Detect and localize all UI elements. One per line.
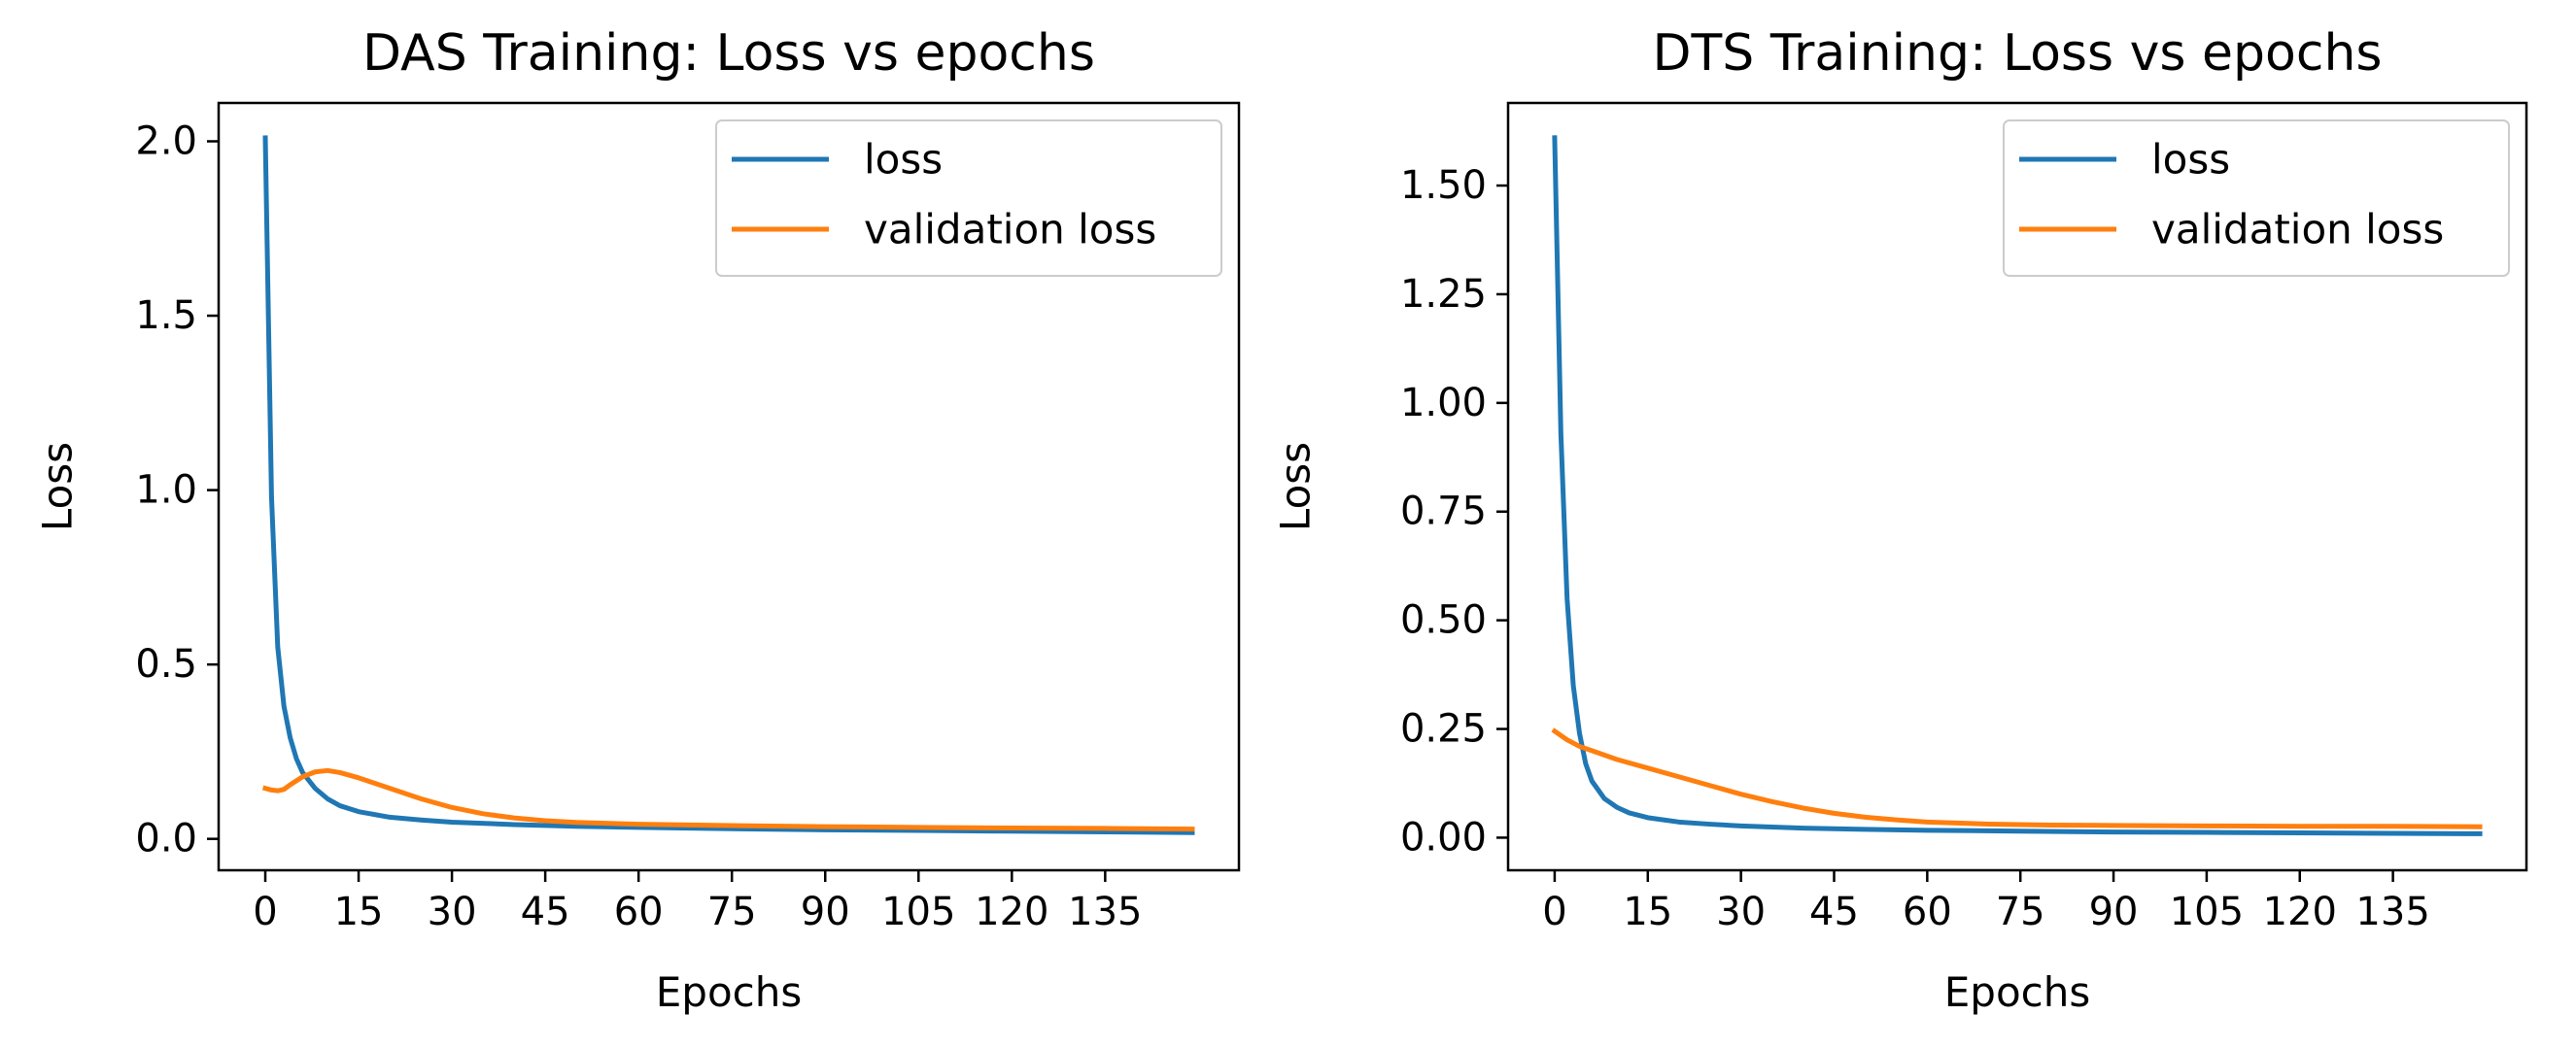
chart-dts: DTS Training: Loss vs epochs Epochs Loss…: [1272, 24, 2528, 1016]
y-tick-label: 0.5: [135, 642, 197, 687]
x-tick-label: 105: [2170, 890, 2244, 934]
x-tick-label: 135: [1068, 890, 1142, 934]
x-tick-label: 15: [1623, 890, 1672, 934]
legend-label-validation-loss: validation loss: [2151, 206, 2444, 254]
ticks: 0 15 30 45 60 75 90 105 120 135 0.0 0.5 1.0 1.5 2.0: [135, 119, 1142, 935]
x-axis-label: Epochs: [656, 968, 803, 1016]
x-tick-label: 45: [1809, 890, 1859, 934]
legend-box: [715, 119, 1222, 277]
series-line-loss: [1552, 135, 2483, 836]
y-tick-label: 1.0: [135, 468, 197, 513]
y-axis-label: Loss: [1272, 442, 1320, 531]
x-tick-label: 0: [253, 890, 277, 934]
axes-frame: [1506, 101, 2528, 872]
series-line-validation-loss: [261, 767, 1195, 832]
y-tick-label: 0.0: [135, 817, 197, 862]
y-tick-label: 0.75: [1400, 490, 1487, 534]
legend: loss validation loss: [715, 119, 1222, 277]
legend: loss validation loss: [2003, 119, 2510, 277]
x-tick-label: 15: [334, 890, 384, 934]
x-tick-label: 30: [428, 890, 477, 934]
y-tick-label: 1.5: [135, 293, 197, 338]
x-tick-label: 90: [2089, 890, 2139, 934]
chart-title: DTS Training: Loss vs epochs: [1652, 24, 2382, 83]
y-tick-label: 0.50: [1400, 598, 1487, 643]
x-tick-label: 30: [1716, 890, 1766, 934]
plot-area: [1551, 135, 2483, 836]
series-line-validation-loss: [1551, 727, 2483, 829]
x-tick-label: 45: [521, 890, 570, 934]
x-tick-label: 75: [1996, 890, 2045, 934]
x-tick-label: 60: [1903, 890, 1952, 934]
legend-label-loss: loss: [2151, 136, 2230, 184]
x-tick-label: 120: [2263, 890, 2337, 934]
series-line-loss: [262, 135, 1195, 835]
y-tick-label: 1.25: [1400, 272, 1487, 317]
y-tick-label: 1.00: [1400, 381, 1487, 425]
chart-title: DAS Training: Loss vs epochs: [362, 24, 1095, 83]
legend-label-loss: loss: [864, 136, 943, 184]
x-tick-label: 75: [707, 890, 757, 934]
x-tick-label: 60: [614, 890, 664, 934]
x-axis-label: Epochs: [1944, 968, 2091, 1016]
ticks: 0 15 30 45 60 75 90 105 120 135 0.00 0.25 0.50 0.75 1.…: [1400, 163, 2430, 934]
x-tick-label: 105: [881, 890, 955, 934]
x-tick-label: 120: [975, 890, 1048, 934]
x-tick-label: 135: [2355, 890, 2429, 934]
y-axis-label: Loss: [34, 442, 82, 531]
plot-area: [261, 135, 1195, 835]
y-tick-label: 1.50: [1400, 163, 1487, 208]
y-tick-label: 0.25: [1400, 707, 1487, 752]
axes-frame: [217, 101, 1241, 872]
y-tick-label: 2.0: [135, 119, 197, 164]
chart-das: DAS Training: Loss vs epochs Epochs Loss…: [34, 24, 1241, 1016]
y-tick-label: 0.00: [1400, 815, 1487, 860]
x-tick-label: 90: [801, 890, 850, 934]
legend-box: [2003, 119, 2510, 277]
legend-label-validation-loss: validation loss: [864, 206, 1156, 254]
x-tick-label: 0: [1542, 890, 1566, 934]
